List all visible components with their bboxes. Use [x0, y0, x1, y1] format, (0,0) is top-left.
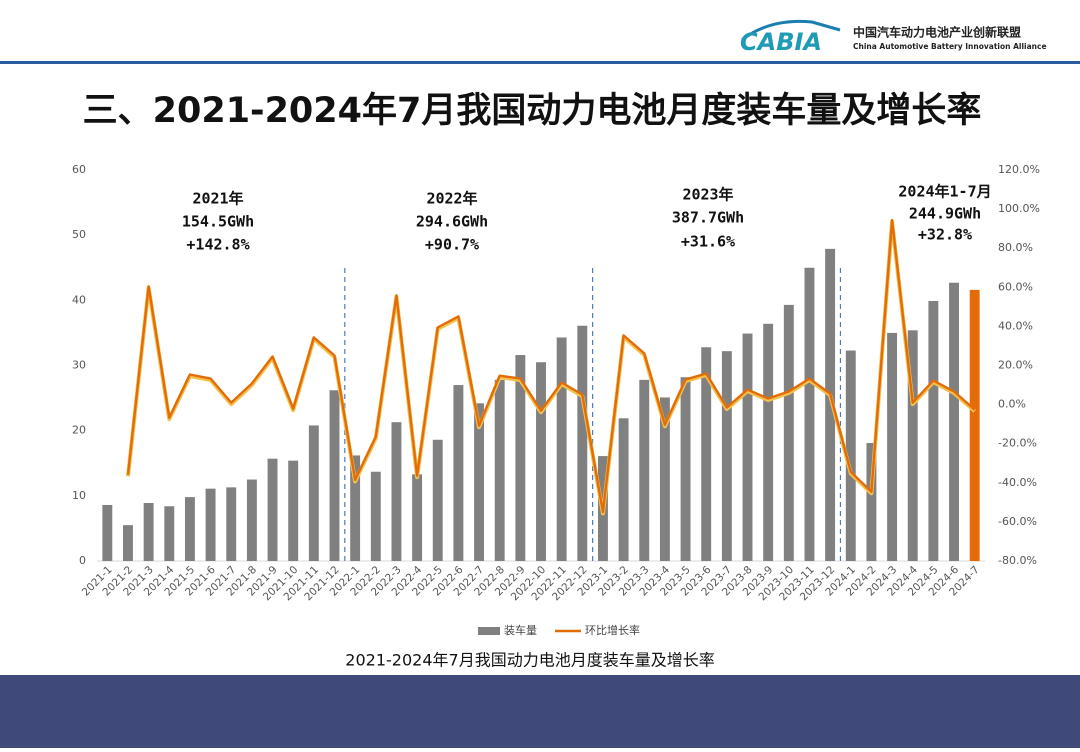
chart-caption: 2021-2024年7月我国动力电池月度装车量及增长率 [345, 651, 714, 670]
bar [907, 330, 918, 561]
bar [184, 497, 195, 561]
bar [164, 506, 175, 561]
bar [866, 443, 877, 561]
y-tick-label: 60 [72, 163, 86, 176]
logo-arc [741, 19, 841, 42]
bar [412, 474, 423, 561]
y2-tick-label: -40.0% [998, 476, 1037, 489]
bar [804, 267, 815, 561]
bar [783, 304, 794, 561]
bar [618, 418, 629, 561]
y2-tick-label: 120.0% [998, 163, 1040, 176]
legend-swatch [478, 627, 500, 635]
bar [515, 355, 526, 561]
header-rule [0, 61, 1080, 64]
bar [701, 347, 712, 561]
legend-label: 环比增长率 [585, 623, 640, 637]
y-tick-label: 10 [72, 489, 86, 502]
year-annotation: +90.7% [425, 236, 479, 254]
bar [226, 487, 237, 561]
year-annotation: 2024年1-7月 [898, 183, 991, 201]
bar [845, 350, 856, 561]
y2-tick-label: -20.0% [998, 437, 1037, 450]
bar [928, 300, 939, 561]
org-name-en: China Automotive Battery Innovation Alli… [853, 42, 1047, 51]
bar [577, 325, 588, 561]
bar [763, 323, 774, 561]
y2-tick-label: 0.0% [998, 398, 1026, 411]
year-annotation: 2022年 [426, 190, 477, 208]
bar [680, 377, 691, 561]
bar [536, 362, 546, 561]
y2-tick-label: 100.0% [998, 202, 1040, 215]
bar [825, 248, 836, 561]
year-annotation: 294.6GWh [416, 213, 488, 231]
year-annotation: 244.9GWh [909, 205, 981, 223]
bar [949, 282, 959, 561]
bar [246, 479, 257, 561]
year-annotation: 154.5GWh [182, 213, 254, 231]
bar [474, 403, 485, 561]
bar [308, 425, 319, 561]
y-tick-label: 20 [72, 424, 86, 437]
bar [143, 503, 154, 561]
bar [721, 351, 732, 561]
y2-tick-label: 80.0% [998, 241, 1033, 254]
bar [639, 379, 650, 561]
year-annotation: +32.8% [918, 226, 972, 244]
logo-text: CABIA [740, 28, 822, 56]
bar [453, 385, 464, 561]
y-tick-label: 30 [72, 359, 86, 372]
year-annotation: 387.7GWh [672, 209, 744, 227]
y-tick-label: 50 [72, 228, 86, 241]
bar [556, 337, 567, 561]
y2-tick-label: 20.0% [998, 359, 1033, 372]
bar [123, 525, 133, 561]
bar [887, 332, 898, 561]
y2-tick-label: 40.0% [998, 319, 1033, 332]
bar [102, 504, 113, 561]
bar [742, 333, 753, 561]
org-name-cn: 中国汽车动力电池产业创新联盟 [853, 25, 1021, 40]
y2-tick-label: 60.0% [998, 280, 1033, 293]
bar [391, 422, 402, 561]
y2-tick-label: -60.0% [998, 515, 1037, 528]
footer-band [0, 675, 1080, 748]
bar [494, 379, 505, 561]
legend-label: 装车量 [504, 623, 537, 637]
year-annotation: 2021年 [192, 190, 243, 208]
year-annotation: 2023年 [682, 186, 733, 204]
year-annotation: +142.8% [186, 236, 249, 254]
bar [288, 460, 299, 561]
bar [969, 289, 980, 561]
bar [370, 471, 381, 561]
y-tick-label: 40 [72, 293, 86, 306]
growth-line [126, 218, 976, 514]
slide-title: 三、2021-2024年7月我国动力电池月度装车量及增长率 [83, 91, 982, 131]
y-tick-label: 0 [79, 554, 86, 567]
bar [267, 458, 278, 561]
bar [350, 455, 361, 561]
year-annotation: +31.6% [681, 233, 735, 251]
y2-tick-label: -80.0% [998, 554, 1037, 567]
bar [659, 397, 670, 561]
bar [205, 488, 216, 561]
bar [432, 439, 443, 561]
bar [329, 390, 340, 561]
